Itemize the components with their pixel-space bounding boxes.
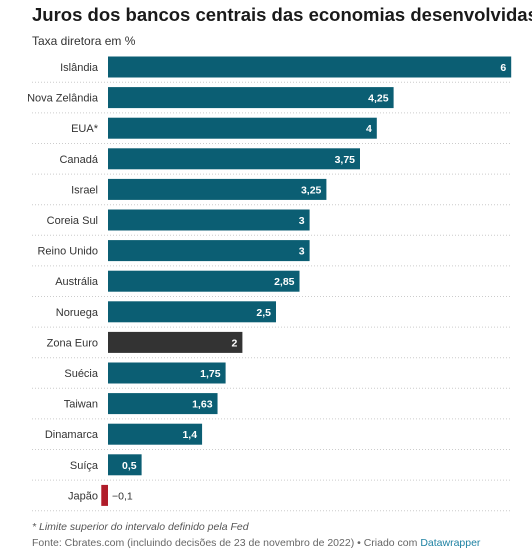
category-label-islandia: Islândia: [60, 62, 99, 74]
bar-chart: Islândia 6 Nova Zelândia 4,25 EUA* 4 Canadá 3,7…: [27, 56, 512, 512]
bar-reino-unido: [108, 240, 310, 262]
category-label-noruega: Noruega: [56, 307, 99, 319]
source-text: Fonte: Cbrates.com (incluindo decisões d…: [32, 537, 421, 549]
bar-suecia: [108, 362, 226, 384]
value-label-israel: 3,25: [301, 184, 322, 196]
value-label-suecia: 1,75: [200, 368, 221, 380]
category-label-taiwan: Taiwan: [64, 399, 98, 411]
category-label-zona-euro: Zona Euro: [47, 337, 98, 349]
bar-japao: [101, 484, 108, 506]
category-label-australia: Austrália: [55, 276, 99, 288]
value-label-japao: −0,1: [112, 490, 133, 502]
bar-coreia-sul: [108, 209, 310, 231]
bar-taiwan: [108, 393, 218, 415]
bar-zona-euro: [108, 331, 243, 353]
category-label-israel: Israel: [71, 184, 98, 196]
bar-canada: [108, 148, 360, 170]
category-label-reino-unido: Reino Unido: [37, 246, 98, 258]
value-label-zona-euro: 2: [232, 337, 238, 349]
value-label-islandia: 6: [500, 62, 506, 74]
category-label-dinamarca: Dinamarca: [45, 429, 99, 441]
datawrapper-link[interactable]: Datawrapper: [420, 537, 481, 549]
value-label-nova-zelandia: 4,25: [368, 93, 389, 105]
value-label-eua: 4: [366, 123, 372, 135]
value-label-noruega: 2,5: [256, 307, 271, 319]
chart-title: Juros dos bancos centrais das economias …: [32, 4, 532, 25]
value-label-canada: 3,75: [335, 154, 356, 166]
category-label-suica: Suíça: [70, 460, 99, 472]
bar-israel: [108, 178, 327, 200]
value-label-australia: 2,85: [274, 276, 295, 288]
category-label-suecia: Suécia: [64, 368, 99, 380]
category-label-coreia-sul: Coreia Sul: [47, 215, 98, 227]
category-label-canada: Canadá: [59, 154, 98, 166]
bar-suica: [108, 454, 142, 476]
bar-nova-zelandia: [108, 87, 394, 109]
source-line: Fonte: Cbrates.com (incluindo decisões d…: [32, 537, 480, 549]
bar-dinamarca: [108, 423, 203, 445]
footnote: * Limite superior do intervalo definido …: [32, 521, 249, 533]
bar-islandia: [108, 56, 512, 78]
category-label-nova-zelandia: Nova Zelândia: [27, 93, 99, 105]
value-label-dinamarca: 1,4: [182, 429, 197, 441]
bar-eua: [108, 117, 377, 139]
value-label-taiwan: 1,63: [192, 399, 213, 411]
value-label-reino-unido: 3: [299, 246, 305, 258]
category-label-eua: EUA*: [71, 123, 99, 135]
chart-subtitle: Taxa diretora em %: [32, 34, 136, 48]
value-label-coreia-sul: 3: [299, 215, 305, 227]
bar-australia: [108, 270, 300, 292]
category-label-japao: Japão: [68, 490, 98, 502]
bar-noruega: [108, 301, 276, 323]
value-label-suica: 0,5: [122, 460, 137, 472]
